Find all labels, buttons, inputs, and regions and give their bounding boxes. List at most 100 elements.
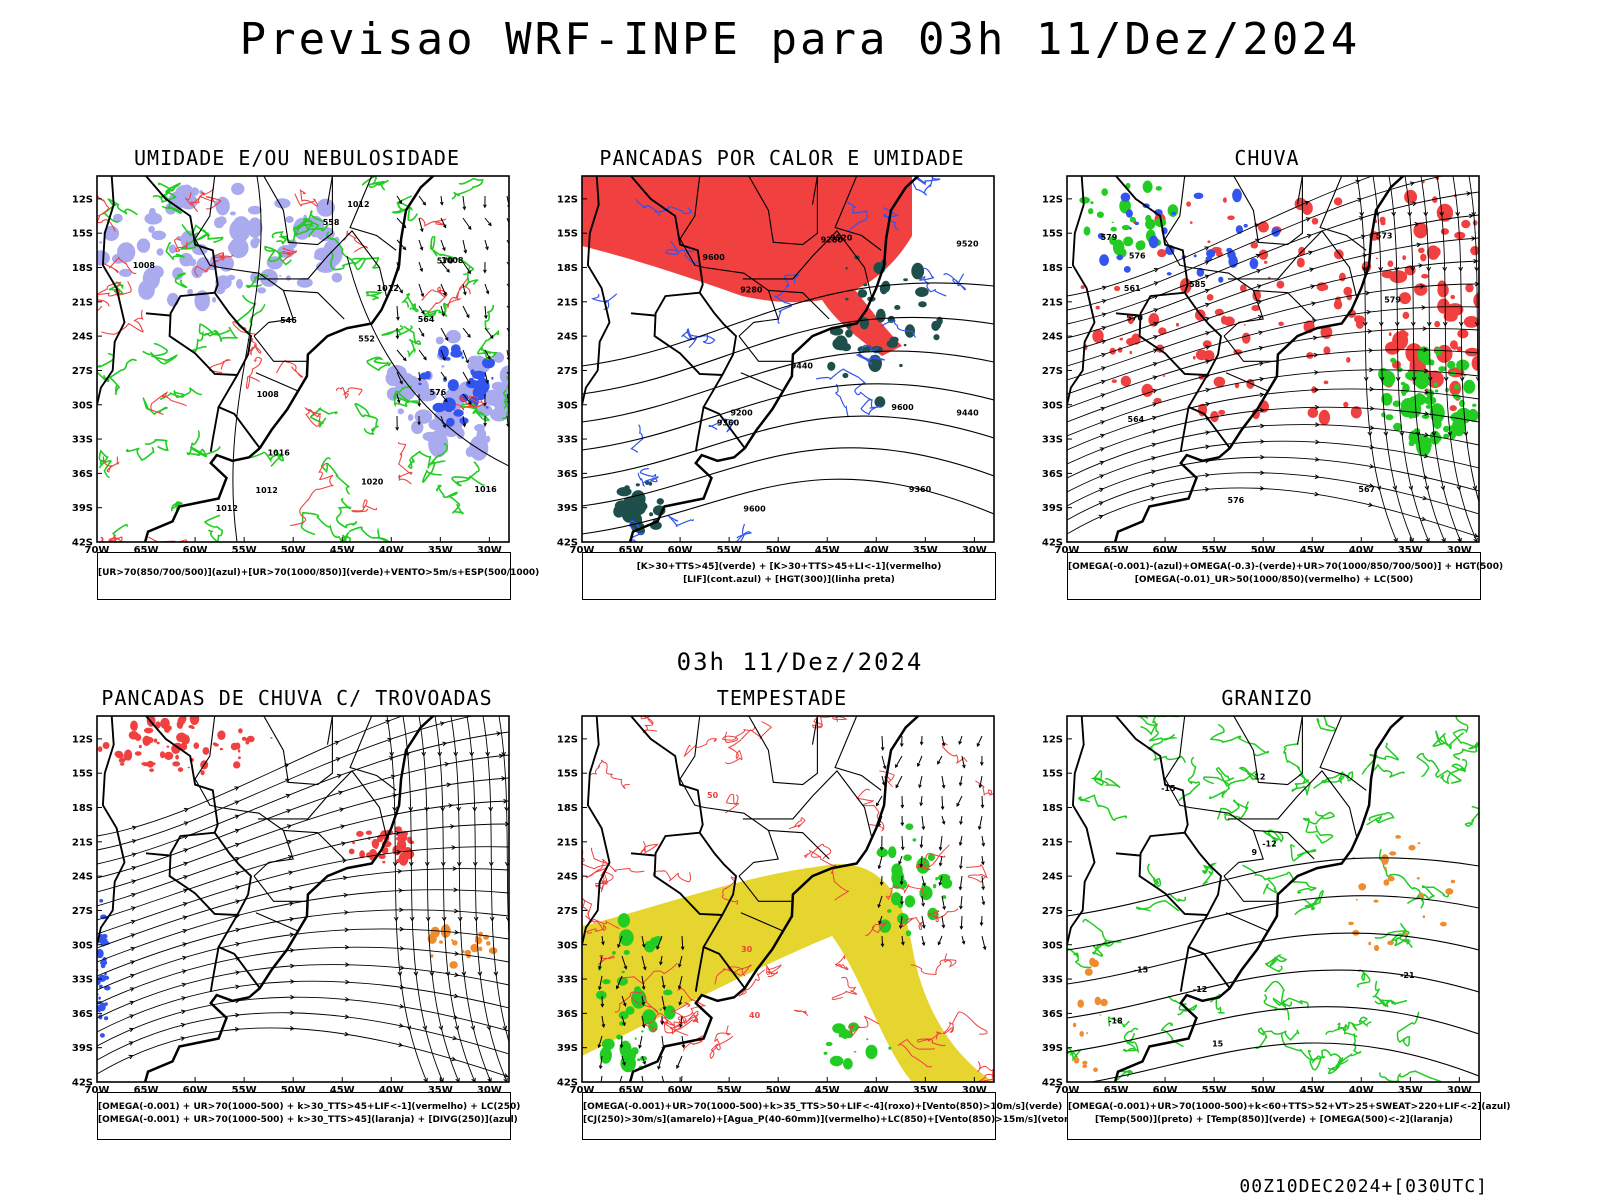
contour-label: 576 [430, 388, 447, 397]
lat-tick-label: 42S [1042, 1078, 1063, 1089]
lon-tick-label: 40W [379, 545, 404, 556]
lon-tick-label: 40W [864, 1085, 889, 1096]
lon-tick-label: 40W [864, 545, 889, 556]
contour-label: 9280 [821, 236, 844, 245]
lat-tick-label: 27S [557, 366, 578, 377]
contour-label: 40 [749, 1011, 761, 1020]
lat-tick-label: 30S [1042, 940, 1063, 951]
panel-legend: [OMEGA(-0.001)+UR>70(1000-500)+k>35_TTS>… [582, 1092, 1073, 1140]
contour-label: 546 [280, 316, 297, 325]
lon-tick-label: 60W [183, 545, 208, 556]
lon-tick-label: 40W [1349, 545, 1374, 556]
lat-tick-label: 24S [72, 872, 93, 883]
legend-line: [CJ(250)>30m/s](amarelo)+[Agua_P(40-60mm… [583, 1115, 1073, 1125]
lat-tick-label: 15S [72, 769, 93, 780]
jet-yellow-area [582, 864, 994, 1082]
forecast-map: 1012 1008 1012 1008 1012 1016 1020 1008 1016 1012… [72, 175, 510, 556]
lat-tick-label: 27S [557, 906, 578, 917]
forecast-map: -12 -15 -18 -21 15 12 9 -12 -15 12S 15S 18S 21S 24S 27… [1042, 715, 1480, 1096]
lon-tick-label: 40W [1349, 1085, 1374, 1096]
lat-tick-label: 24S [1042, 872, 1063, 883]
lat-tick-label: 21S [557, 297, 578, 308]
contour-label: 9360 [717, 419, 740, 428]
temp850-green-contours [1067, 716, 1479, 1082]
pressure-contours [232, 176, 509, 542]
omega-orange-areas-west [1072, 957, 1108, 1073]
lon-tick-label: 30W [1447, 545, 1472, 556]
legend-line: [LIF](cont.azul) + [HGT(300)](linha pret… [683, 575, 895, 585]
contour-label: 576 [1129, 252, 1146, 261]
lon-tick-label: 60W [1153, 1085, 1178, 1096]
lat-tick-label: 39S [72, 1043, 93, 1054]
lat-tick-label: 42S [1042, 538, 1063, 549]
lat-tick-label: 33S [72, 435, 93, 446]
contour-label: 561 [1124, 284, 1141, 293]
lat-tick-label: 21S [1042, 837, 1063, 848]
lat-tick-label: 39S [1042, 1043, 1063, 1054]
contour-label: 1008 [133, 261, 156, 270]
lon-tick-label: 50W [766, 545, 791, 556]
lat-tick-label: 30S [557, 940, 578, 951]
panel-title: TEMPESTADE [716, 686, 848, 710]
lat-tick-label: 27S [1042, 906, 1063, 917]
forecast-map: 9600 9600 9600 9520 9440 9360 9280 9200 9520 9440… [557, 175, 995, 556]
lon-tick-label: 65W [1104, 545, 1129, 556]
lat-tick-label: 12S [72, 194, 93, 205]
contour-label: 567 [1358, 485, 1375, 494]
lat-tick-label: 15S [1042, 229, 1063, 240]
lat-tick-label: 24S [557, 332, 578, 343]
lat-tick-label: 36S [557, 469, 578, 480]
lat-tick-label: 33S [557, 435, 578, 446]
lon-tick-label: 70W [1055, 545, 1080, 556]
contour-label: 576 [1228, 496, 1245, 505]
contour-label: -21 [1400, 971, 1415, 980]
lat-tick-label: 33S [1042, 435, 1063, 446]
map-frame [96, 175, 510, 543]
lon-tick-label: 55W [1202, 1085, 1227, 1096]
lat-tick-label: 12S [557, 194, 578, 205]
lon-tick-label: 30W [962, 1085, 987, 1096]
panel-legend: [UR>70(850/700/500)](azul)+[UR>70(1000/8… [97, 552, 539, 600]
lat-tick-label: 15S [557, 229, 578, 240]
contour-label: 570 [1126, 313, 1143, 322]
lon-tick-label: 45W [815, 1085, 840, 1096]
contour-label: -15 [1161, 784, 1176, 793]
contour-label: 30 [741, 945, 753, 954]
panel-legend: [OMEGA(-0.001) + UR>70(1000-500) + k>30_… [97, 1092, 520, 1140]
lon-tick-label: 30W [962, 545, 987, 556]
contour-label: 1012 [347, 200, 369, 209]
lat-tick-label: 42S [72, 1078, 93, 1089]
panel-chuva: CHUVA 585 579 576 573 570 567 564 561 579 576 12S 15… [1022, 146, 1512, 646]
run-timestamp: 00Z10DEC2024+[030UTC] [1239, 1176, 1488, 1197]
lon-tick-label: 55W [232, 1085, 257, 1096]
lon-tick-label: 65W [134, 545, 159, 556]
lat-tick-label: 42S [557, 1078, 578, 1089]
contour-label: 1008 [441, 256, 464, 265]
lon-tick-label: 40W [379, 1085, 404, 1096]
contour-label: -12 [1193, 985, 1207, 994]
lat-tick-label: 39S [557, 1043, 578, 1054]
legend-line: [K>30+TTS>45](verde) + [K>30+TTS>45+LI<-… [636, 562, 942, 572]
lon-tick-label: 45W [330, 1085, 355, 1096]
panel-title: CHUVA [1234, 146, 1300, 170]
wind850-green-area [876, 823, 953, 937]
lat-tick-label: 39S [1042, 503, 1063, 514]
lon-tick-label: 50W [281, 1085, 306, 1096]
wind850-vectors-sw [597, 935, 686, 1082]
middle-time-label: 03h 11/Dez/2024 [676, 648, 924, 676]
lon-tick-label: 45W [1300, 545, 1325, 556]
legend-line: [Temp(500)](preto) + [Temp(850)](verde) … [1094, 1115, 1454, 1125]
lon-tick-label: 65W [1104, 1085, 1129, 1096]
panel-title: PANCADAS POR CALOR E UMIDADE [599, 146, 965, 170]
contour-label: 564 [1128, 415, 1145, 424]
lon-tick-label: 50W [766, 1085, 791, 1096]
lat-tick-label: 18S [1042, 803, 1063, 814]
lon-tick-label: 55W [717, 1085, 742, 1096]
contour-label: 9600 [743, 504, 766, 513]
lat-tick-label: 36S [1042, 1009, 1063, 1020]
lat-tick-label: 18S [557, 803, 578, 814]
wind850-green-area-sw [596, 913, 676, 1073]
lat-tick-label: 36S [72, 1009, 93, 1020]
panel-granizo: GRANIZO -12 -15 -18 -21 15 12 9 -12 -15 12S 15S 18S 2… [1022, 686, 1512, 1186]
panel-umidade: UMIDADE E/OU NEBULOSIDADE 1012 1008 1012 100… [52, 146, 542, 646]
